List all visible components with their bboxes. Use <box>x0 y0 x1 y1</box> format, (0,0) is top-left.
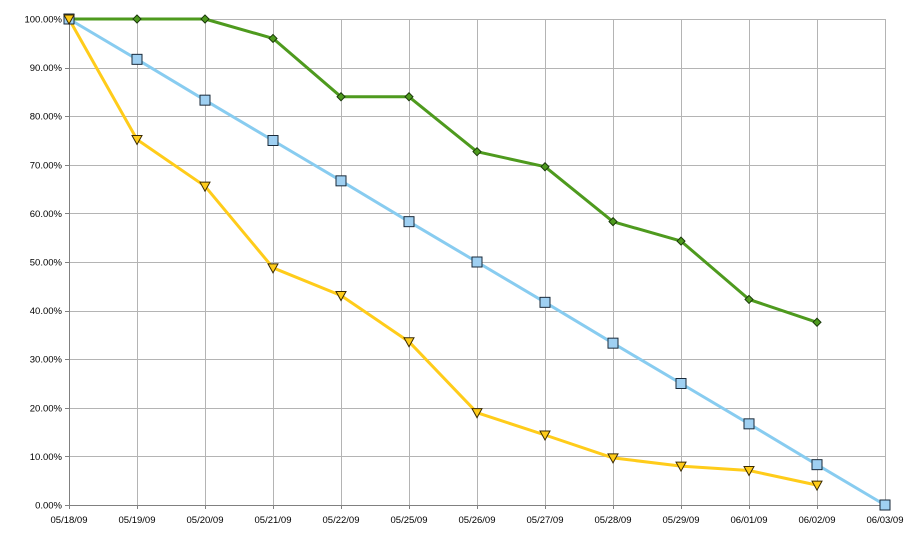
y-tick-label: 20.00% <box>30 403 63 414</box>
series-1-point <box>540 162 550 172</box>
series-2-point <box>811 459 823 471</box>
y-tick-label: 90.00% <box>30 63 63 74</box>
y-tick-label: 70.00% <box>30 160 63 171</box>
y-tick-label: 40.00% <box>30 306 63 317</box>
series-2-point <box>403 216 415 228</box>
series-2-point <box>879 499 891 511</box>
x-tick-label: 05/25/09 <box>391 515 428 526</box>
series-3-point <box>743 465 755 477</box>
series-line-3 <box>67 17 819 487</box>
series-1-point <box>812 317 822 327</box>
series-3-point <box>63 14 75 26</box>
series-2-point <box>199 94 211 106</box>
series-2-point <box>267 135 279 146</box>
x-tick-label: 06/03/09 <box>867 515 904 526</box>
series-2-point <box>335 175 347 187</box>
y-tick-label: 80.00% <box>30 112 63 123</box>
series-3-point <box>811 480 823 492</box>
tick-labels: 0.00% 10.00% 20.00% 30.00% 40.00% 50.00% 60.00… <box>24 15 903 527</box>
series-2-point <box>131 53 143 65</box>
x-tick-label: 05/22/09 <box>323 515 360 526</box>
series-3-point <box>471 408 483 419</box>
series-2-point <box>675 378 687 389</box>
series-3-point <box>675 461 687 473</box>
series-3-point <box>131 135 143 146</box>
series-3-point <box>199 181 211 193</box>
x-tick-label: 05/27/09 <box>527 515 564 526</box>
series-2-point <box>539 296 551 308</box>
series-1-point <box>608 216 618 227</box>
series-1-point <box>472 146 482 157</box>
x-tick-label: 05/26/09 <box>459 515 496 526</box>
series-1-point <box>132 14 142 24</box>
series-2-point <box>607 337 619 349</box>
x-tick-label: 05/18/09 <box>51 515 88 526</box>
x-tick-label: 05/19/09 <box>119 515 156 526</box>
x-tick-label: 05/20/09 <box>187 515 224 526</box>
y-tick-label: 50.00% <box>30 258 63 269</box>
series-3-point <box>267 263 279 274</box>
x-tick-label: 06/02/09 <box>799 515 836 526</box>
x-tick-label: 05/28/09 <box>595 515 632 526</box>
y-tick-label: 0.00% <box>35 501 62 512</box>
series-1-point <box>676 236 686 246</box>
series-3-point <box>403 337 415 348</box>
series-1-point <box>404 92 414 102</box>
series-1-point <box>744 294 754 305</box>
x-tick-label: 05/21/09 <box>255 515 292 526</box>
series-1-point <box>268 33 278 44</box>
y-tick-label: 60.00% <box>30 209 63 220</box>
series-3-point <box>335 291 347 302</box>
series-1-point <box>336 92 346 102</box>
markers <box>63 13 891 511</box>
y-tick-label: 30.00% <box>30 355 63 366</box>
series-1-point <box>200 14 210 24</box>
series-3-point <box>539 430 551 442</box>
series-2-point <box>471 256 483 268</box>
x-tick-label: 06/01/09 <box>731 515 768 526</box>
x-tick-label: 05/29/09 <box>663 515 700 526</box>
series-2-point <box>743 418 755 430</box>
series-line-1 <box>67 17 819 324</box>
series-3-point <box>607 453 619 464</box>
y-tick-label: 100.00% <box>24 15 62 26</box>
y-tick-label: 10.00% <box>30 452 63 463</box>
